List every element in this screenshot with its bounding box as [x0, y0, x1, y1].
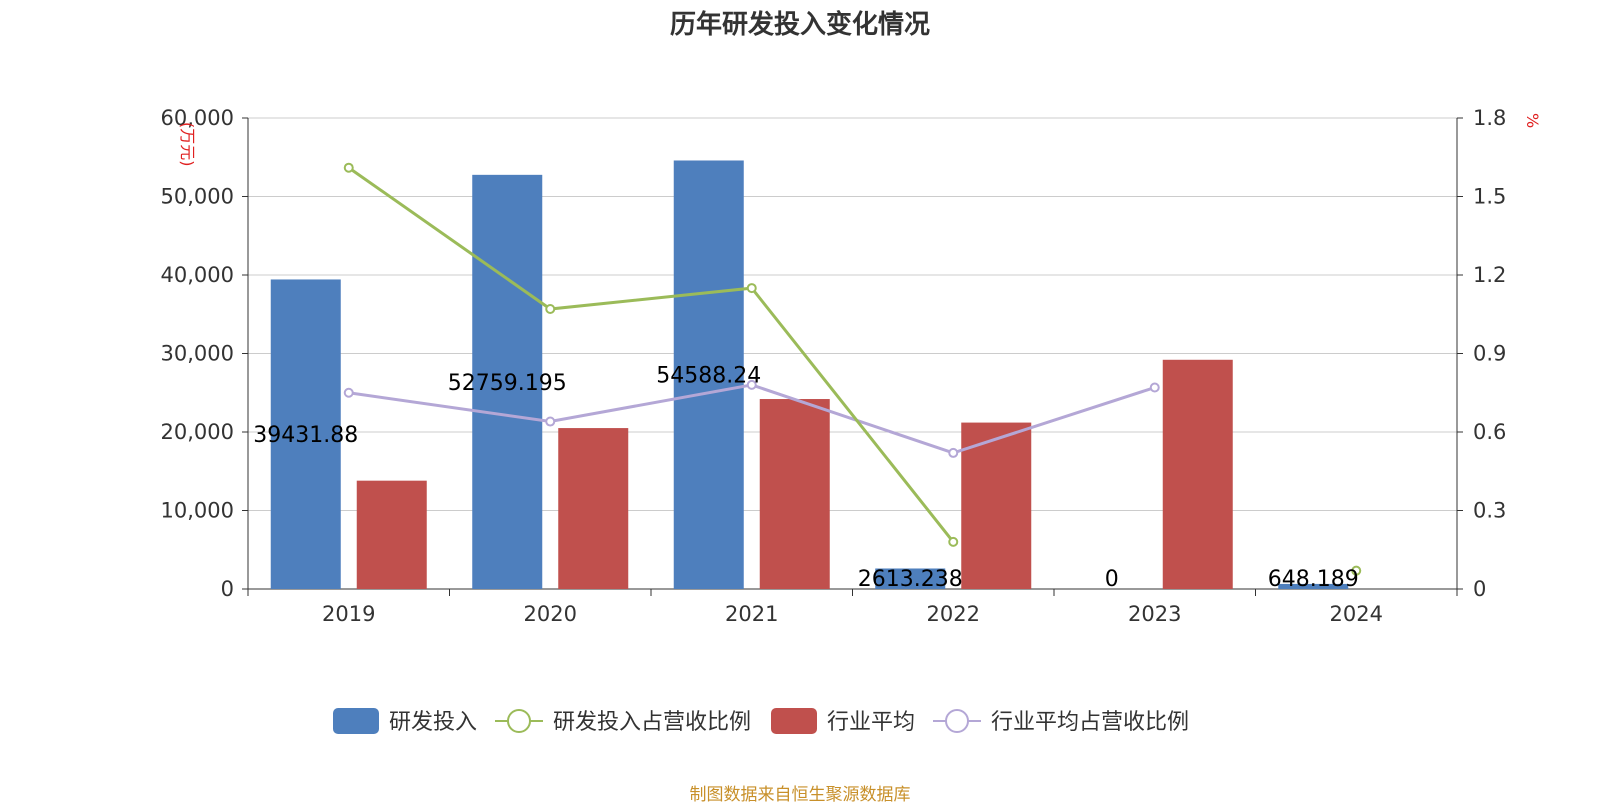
industry-average-bar — [558, 428, 629, 589]
rd-ratio-point — [545, 304, 556, 315]
rd-investment-data-label: 648.189 — [1268, 567, 1359, 592]
rd-investment-data-label: 2613.238 — [858, 567, 963, 592]
y-left-tick-label: 50,000 — [161, 185, 234, 209]
x-tick-label: 2023 — [1128, 602, 1181, 626]
y-right-axis-label: % — [1523, 113, 1542, 128]
y-right-tick-label: 0.6 — [1473, 420, 1506, 444]
industry-average-ratio-point — [545, 416, 556, 427]
industry-average-bar — [961, 422, 1032, 589]
rd-investment-data-label: 54588.24 — [656, 364, 761, 389]
legend-industry-average-label: 行业平均 — [827, 710, 915, 735]
y-left-tick-label: 10,000 — [161, 499, 234, 523]
industry-average-ratio-point — [343, 387, 354, 398]
x-tick-label: 2021 — [725, 602, 778, 626]
rd-investment-bar — [270, 279, 341, 589]
industry-average-bar — [759, 399, 830, 589]
x-tick-label: 2024 — [1330, 602, 1383, 626]
legend-industry-average-ratio-label: 行业平均占营收比例 — [991, 710, 1189, 735]
y-right-tick-label: 0 — [1473, 577, 1486, 601]
legend-rd-investment-label: 研发投入 — [389, 710, 477, 735]
industry-average-ratio-point — [1149, 382, 1160, 393]
rd-ratio-point — [343, 162, 354, 173]
y-right-tick-label: 0.3 — [1473, 499, 1506, 523]
y-left-tick-label: 0 — [221, 577, 234, 601]
y-left-tick-label: 30,000 — [161, 342, 234, 366]
rd-ratio-line — [347, 166, 955, 543]
industry-average-bar — [356, 480, 427, 589]
rd-investment-bar — [1278, 583, 1349, 589]
rd-investment-data-label: 39431.88 — [253, 423, 358, 448]
x-tick-label: 2020 — [524, 602, 577, 626]
y-right-tick-label: 1.5 — [1473, 185, 1506, 209]
rd-investment-bar — [875, 568, 946, 589]
y-left-tick-label: 40,000 — [161, 263, 234, 287]
legend-industry-average-swatch — [771, 708, 817, 734]
rd-investment-bar — [472, 174, 543, 589]
legend-rd-ratio-swatch-marker — [507, 709, 531, 733]
y-left-tick-label: 20,000 — [161, 420, 234, 444]
rd-investment-bar — [673, 160, 744, 590]
y-right-tick-label: 0.9 — [1473, 342, 1506, 366]
y-right-tick-label: 1.2 — [1473, 263, 1506, 287]
legend-industry-average-ratio-swatch-marker — [945, 709, 969, 733]
chart-title: 历年研发投入变化情况 — [669, 10, 930, 40]
y-left-tick-label: 60,000 — [161, 106, 234, 130]
legend-rd-investment-swatch — [333, 708, 379, 734]
y-left-axis-label: (万元) — [178, 122, 197, 167]
industry-average-bar — [1162, 359, 1233, 589]
x-tick-label: 2022 — [927, 602, 980, 626]
industry-average-ratio-point — [746, 379, 757, 390]
rd-ratio-point — [948, 536, 959, 547]
x-tick-label: 2019 — [322, 602, 375, 626]
data-source-note: 制图数据来自恒生聚源数据库 — [689, 785, 911, 805]
industry-average-ratio-point — [948, 447, 959, 458]
rd-investment-data-label: 52759.195 — [448, 371, 567, 396]
legend-rd-ratio-label: 研发投入占营收比例 — [553, 710, 751, 735]
rd-ratio-point — [1351, 565, 1362, 576]
y-right-tick-label: 1.8 — [1473, 106, 1506, 130]
rd-investment-data-label: 0 — [1105, 567, 1119, 592]
rd-ratio-point — [746, 283, 757, 294]
